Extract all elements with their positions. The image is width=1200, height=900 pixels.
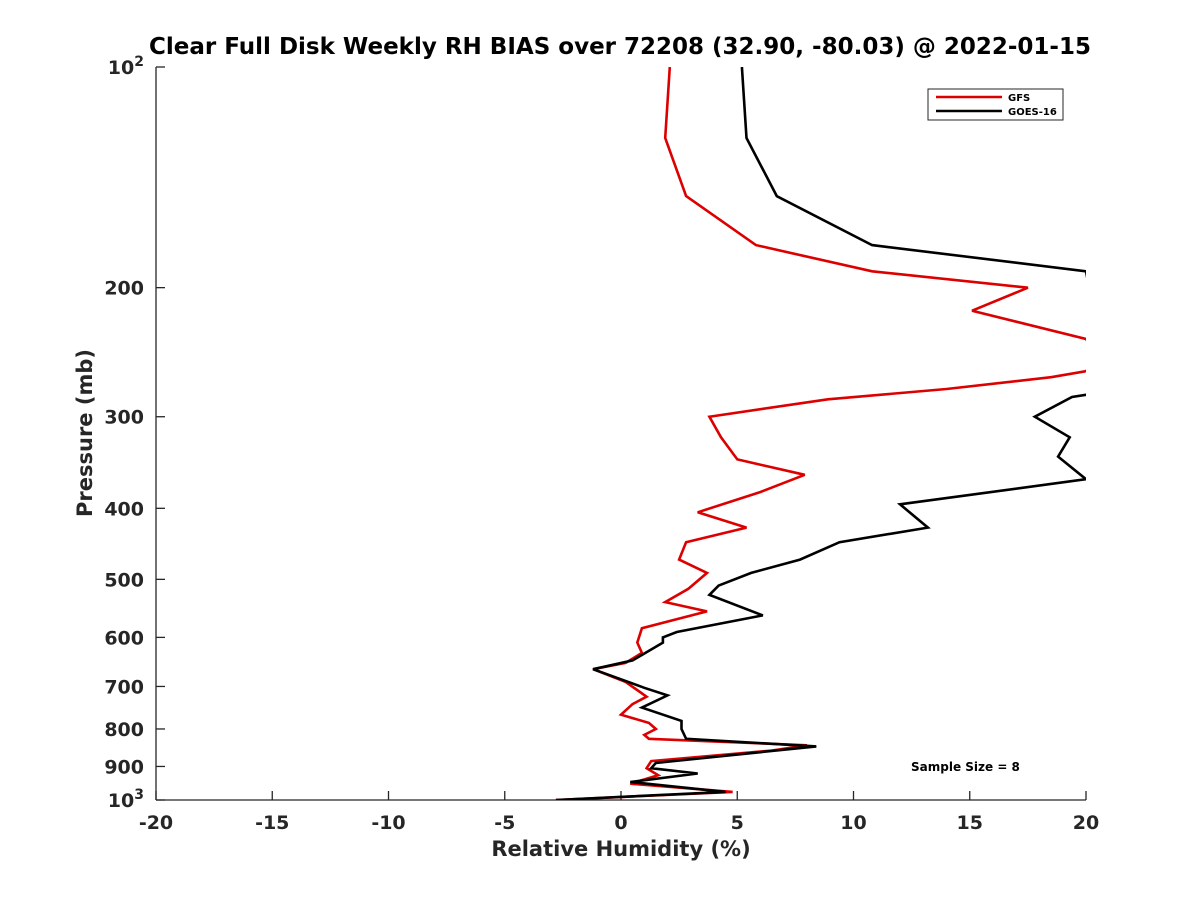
legend-box [927, 88, 1064, 121]
y-tick-label: 700 [104, 676, 144, 698]
x-tick-label: -10 [371, 812, 405, 834]
y-tick-label: 900 [104, 756, 144, 778]
y-tick-label: 200 [104, 278, 144, 300]
chart-title: Clear Full Disk Weekly RH BIAS over 7220… [149, 34, 1091, 60]
x-tick-label: 20 [1073, 812, 1099, 834]
x-tick-label: -5 [494, 812, 515, 834]
y-tick-label: 103 [108, 787, 144, 812]
legend-label-gfs: GFS [1008, 93, 1030, 104]
x-tick-label: 5 [731, 812, 744, 834]
series-layer [555, 67, 1086, 800]
y-tick-label: 500 [104, 569, 144, 591]
y-ticks: 102 200 300 400 500 600 700 800 900 103 [104, 54, 165, 812]
x-ticks: -20 -15 -10 -5 0 5 10 15 20 [139, 791, 1099, 834]
sample-size-annotation: Sample Size = 8 [911, 760, 1020, 774]
x-axis-label: Relative Humidity (%) [491, 837, 750, 861]
series-line-goes16 [555, 67, 1086, 800]
y-tick-label: 400 [104, 498, 144, 520]
x-tick-label: -20 [139, 812, 173, 834]
x-tick-label: 15 [957, 812, 983, 834]
legend: GFS GOES-16 [927, 88, 1064, 121]
x-tick-label: -15 [255, 812, 289, 834]
y-tick-label: 102 [108, 54, 144, 79]
y-tick-label: 600 [104, 627, 144, 649]
y-tick-label: 300 [104, 407, 144, 429]
y-axis-label: Pressure (mb) [73, 349, 97, 517]
x-tick-label: 10 [840, 812, 866, 834]
legend-label-goes16: GOES-16 [1008, 107, 1057, 118]
plot-area [156, 67, 1086, 800]
y-tick-label: 800 [104, 719, 144, 741]
x-tick-label: 0 [614, 812, 627, 834]
